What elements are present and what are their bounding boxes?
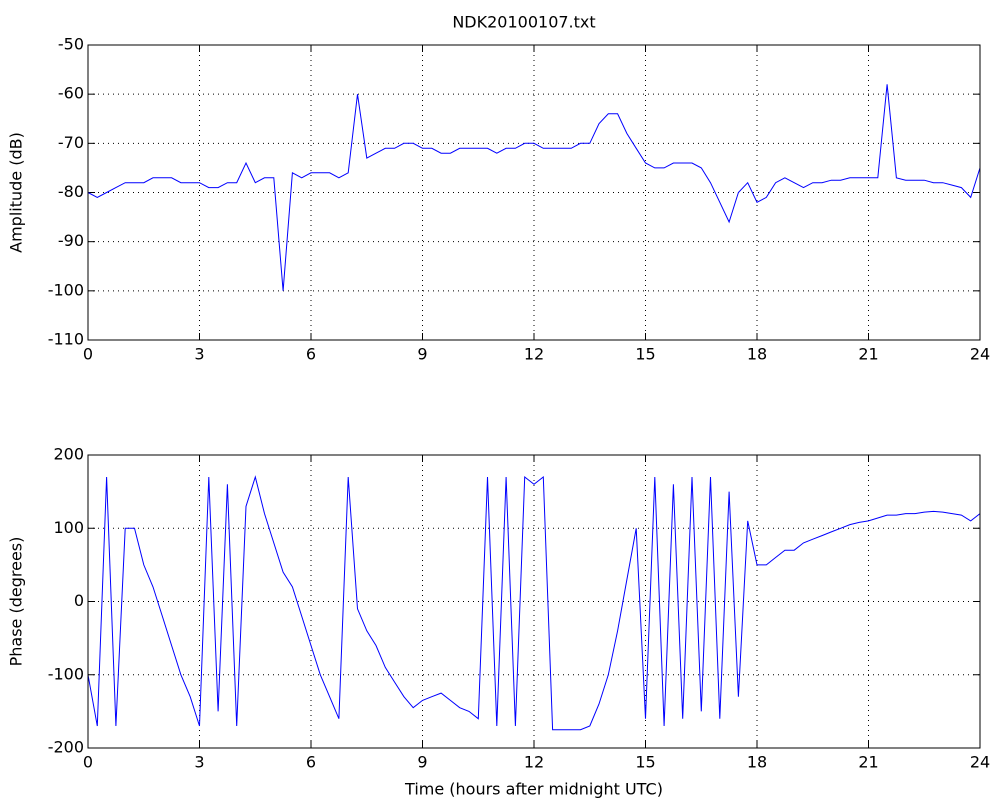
x-tick-label: 3 (194, 345, 204, 364)
x-axis-label: Time (hours after midnight UTC) (404, 780, 663, 799)
y-tick-label: -90 (58, 231, 84, 250)
x-tick-label: 0 (83, 345, 93, 364)
y-tick-label: -60 (58, 84, 84, 103)
x-tick-label: 15 (635, 753, 655, 772)
axes-frame (87, 454, 981, 749)
x-tick-label: 3 (194, 753, 204, 772)
y-tick-label: 200 (53, 445, 84, 464)
y-tick-label: 0 (74, 591, 84, 610)
y-axis-label: Phase (degrees) (7, 537, 26, 667)
chart-title: NDK20100107.txt (452, 13, 595, 32)
data-line (87, 84, 981, 291)
x-tick-label: 12 (524, 345, 544, 364)
x-tick-label: 9 (417, 345, 427, 364)
x-tick-label: 24 (970, 753, 990, 772)
y-tick-label: -100 (48, 280, 84, 299)
x-tick-label: 24 (970, 345, 990, 364)
x-tick-label: 18 (747, 753, 767, 772)
x-tick-label: 6 (306, 345, 316, 364)
y-tick-label: -80 (58, 182, 84, 201)
x-tick-label: 18 (747, 345, 767, 364)
y-tick-label: -200 (48, 738, 84, 757)
x-tick-label: 15 (635, 345, 655, 364)
x-tick-label: 6 (306, 753, 316, 772)
data-line (87, 475, 981, 731)
y-tick-label: -70 (58, 133, 84, 152)
x-tick-label: 21 (858, 345, 878, 364)
x-tick-label: 12 (524, 753, 544, 772)
y-axis-label: Amplitude (dB) (7, 132, 26, 253)
y-tick-label: -100 (48, 664, 84, 683)
axes-frame (87, 44, 981, 341)
y-tick-label: -50 (58, 35, 84, 54)
x-tick-label: 9 (417, 753, 427, 772)
x-tick-label: 21 (858, 753, 878, 772)
x-tick-label: 0 (83, 753, 93, 772)
y-tick-label: -110 (48, 330, 84, 349)
y-tick-label: 100 (53, 518, 84, 537)
